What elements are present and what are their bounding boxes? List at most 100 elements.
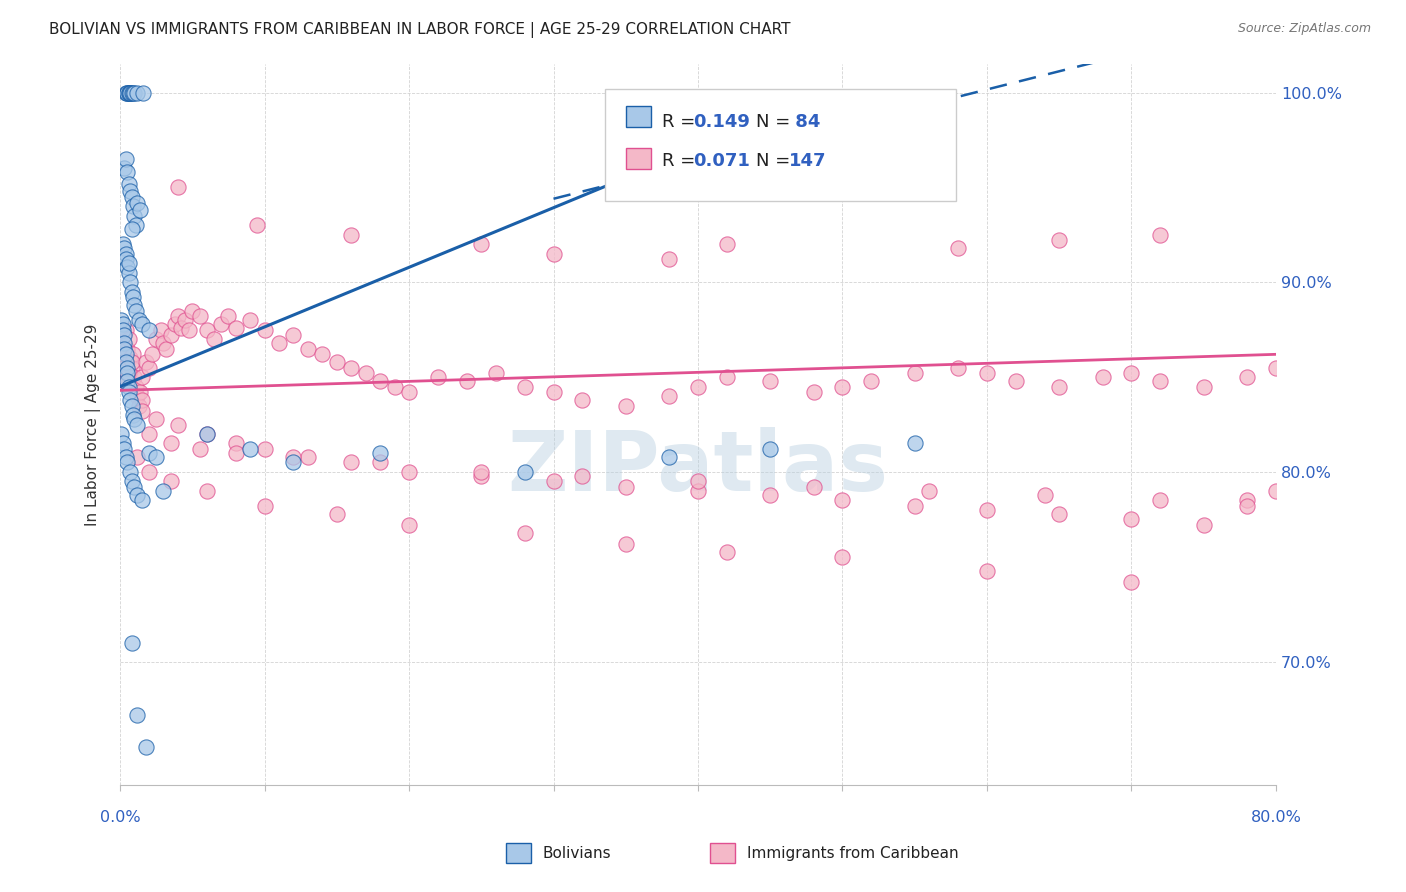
Point [110, 335, 132, 350]
Point [121, 360, 143, 375]
Point [121, 190, 143, 204]
Point [138, 360, 160, 375]
Point [114, 355, 136, 369]
Point [114, 450, 136, 464]
Point [159, 436, 181, 450]
Point [117, 165, 139, 179]
Point [111, 237, 134, 252]
Point [1121, 366, 1143, 380]
Point [120, 86, 142, 100]
Point [1091, 370, 1114, 384]
Point [163, 317, 186, 331]
Point [118, 256, 141, 270]
Point [686, 483, 709, 498]
Point [195, 483, 218, 498]
Point [145, 450, 167, 464]
Point [470, 468, 492, 483]
Point [614, 480, 637, 494]
Point [121, 399, 143, 413]
Point [124, 370, 146, 384]
Point [543, 385, 565, 400]
Point [127, 389, 149, 403]
Point [225, 320, 247, 334]
Point [456, 374, 478, 388]
Point [658, 252, 681, 267]
Point [121, 636, 143, 650]
Point [114, 347, 136, 361]
Point [1264, 483, 1286, 498]
Point [976, 503, 998, 517]
Point [128, 313, 150, 327]
Text: R =: R = [662, 113, 702, 131]
Text: 0.071: 0.071 [693, 152, 749, 169]
Point [112, 335, 135, 350]
Point [121, 475, 143, 489]
Point [117, 374, 139, 388]
Point [121, 285, 143, 299]
Point [426, 370, 449, 384]
Point [368, 374, 391, 388]
Point [138, 323, 160, 337]
Point [311, 347, 333, 361]
Point [112, 241, 135, 255]
Text: 0.0%: 0.0% [100, 810, 141, 824]
Point [716, 544, 738, 558]
Point [976, 564, 998, 578]
Point [125, 303, 148, 318]
Point [118, 86, 141, 100]
Point [759, 442, 782, 457]
Point [485, 366, 508, 380]
Point [117, 360, 139, 375]
Point [946, 360, 969, 375]
Point [513, 379, 536, 393]
Point [181, 303, 204, 318]
Point [976, 366, 998, 380]
Point [120, 465, 142, 479]
Point [117, 86, 139, 100]
Point [124, 480, 146, 494]
Point [111, 317, 134, 331]
Point [159, 475, 181, 489]
Point [166, 180, 188, 194]
Text: Bolivians: Bolivians [543, 847, 612, 861]
Point [716, 237, 738, 252]
Point [246, 219, 269, 233]
Point [297, 450, 319, 464]
Point [614, 537, 637, 551]
Point [283, 328, 305, 343]
Y-axis label: In Labor Force | Age 25-29: In Labor Force | Age 25-29 [86, 323, 101, 525]
Point [114, 86, 136, 100]
Point [918, 483, 941, 498]
Point [398, 518, 420, 533]
Point [543, 475, 565, 489]
Point [1047, 234, 1070, 248]
Point [904, 436, 927, 450]
Point [127, 707, 149, 722]
Point [831, 493, 853, 508]
Point [1192, 518, 1215, 533]
Point [124, 412, 146, 426]
Point [253, 499, 276, 513]
Point [470, 465, 492, 479]
Text: 0.149: 0.149 [693, 113, 749, 131]
Point [121, 222, 143, 236]
Point [111, 328, 134, 343]
Point [904, 499, 927, 513]
Point [120, 86, 142, 100]
Point [803, 480, 825, 494]
Point [340, 227, 363, 242]
Point [131, 404, 153, 418]
Point [114, 247, 136, 261]
Point [831, 550, 853, 565]
Point [1033, 488, 1056, 502]
Text: 147: 147 [789, 152, 827, 169]
Point [114, 323, 136, 337]
Point [127, 86, 149, 100]
Point [543, 247, 565, 261]
Point [152, 483, 174, 498]
Point [1005, 374, 1028, 388]
Point [904, 366, 927, 380]
Point [170, 320, 193, 334]
Text: Source: ZipAtlas.com: Source: ZipAtlas.com [1237, 22, 1371, 36]
Point [124, 298, 146, 312]
